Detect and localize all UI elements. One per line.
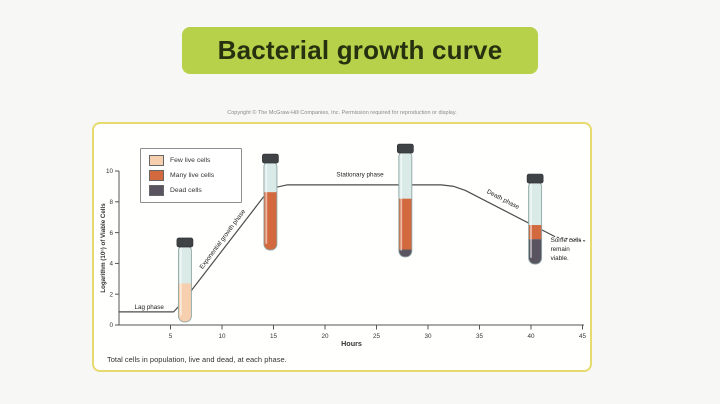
tube-highlight bbox=[400, 153, 403, 251]
copyright-text: Copyright © The McGraw-Hill Companies, I… bbox=[227, 110, 457, 116]
x-tick-label: 35 bbox=[476, 333, 484, 340]
end-note-line: viable. bbox=[551, 255, 569, 262]
growth-curve-dashed-tail bbox=[556, 236, 587, 242]
x-tick-label: 25 bbox=[373, 333, 381, 340]
phase-label: Stationary phase bbox=[336, 171, 384, 178]
slide-title: Bacterial growth curve bbox=[217, 35, 503, 65]
tube-cell-layer bbox=[398, 249, 412, 257]
y-tick-label: 0 bbox=[109, 322, 113, 329]
legend: Few live cells Many live cells Dead cell… bbox=[140, 148, 242, 203]
tube-cap bbox=[526, 173, 544, 184]
y-tick-label: 4 bbox=[109, 261, 113, 268]
x-tick-label: 20 bbox=[321, 333, 329, 340]
x-tick-label: 45 bbox=[579, 333, 587, 340]
tube-cap bbox=[396, 143, 414, 154]
slide-title-box: Bacterial growth curve bbox=[182, 27, 538, 74]
x-axis-label: Hours bbox=[341, 339, 362, 348]
legend-item-dead-cells: Dead cells bbox=[149, 185, 234, 196]
tube-highlight bbox=[265, 163, 268, 245]
legend-label: Dead cells bbox=[170, 187, 202, 194]
legend-label: Many live cells bbox=[170, 172, 215, 179]
y-tick-label: 8 bbox=[109, 199, 113, 206]
tube-highlight bbox=[530, 183, 532, 259]
tube-highlight bbox=[179, 246, 182, 316]
dead-cells-swatch bbox=[149, 185, 164, 196]
end-note-line: Some cells bbox=[551, 237, 582, 244]
many-live-cells-swatch bbox=[149, 170, 164, 181]
test-tube bbox=[396, 143, 414, 258]
test-tube bbox=[176, 237, 194, 323]
x-tick-label: 10 bbox=[218, 333, 226, 340]
y-tick-label: 10 bbox=[106, 168, 114, 175]
legend-item-few-live-cells: Few live cells bbox=[149, 155, 234, 166]
phase-label: Exponential growth phase bbox=[198, 208, 247, 271]
test-tube bbox=[262, 153, 279, 251]
test-tube bbox=[526, 173, 544, 265]
legend-item-many-live-cells: Many live cells bbox=[149, 170, 234, 181]
y-tick-label: 2 bbox=[109, 291, 113, 298]
x-tick-label: 40 bbox=[527, 333, 535, 340]
x-tick-label: 15 bbox=[270, 333, 278, 340]
y-tick-label: 6 bbox=[109, 230, 113, 237]
chart-panel: 0 2 4 6 8 10 5 10 15 20 25 30 35 40 45 Logarithm (10ⁿ) … bbox=[92, 122, 592, 372]
end-note-line: remain bbox=[551, 246, 571, 253]
x-tick-label: 30 bbox=[424, 333, 432, 340]
chart-caption: Total cells in population, live and dead… bbox=[107, 355, 287, 364]
x-tick-label: 5 bbox=[169, 333, 173, 340]
growth-curve-chart: 0 2 4 6 8 10 5 10 15 20 25 30 35 40 45 Logarithm (10ⁿ) … bbox=[100, 143, 587, 348]
phase-label: Death phase bbox=[485, 188, 520, 211]
growth-curve-line bbox=[118, 184, 556, 313]
tube-cap bbox=[262, 153, 279, 164]
phase-label: Lag phase bbox=[134, 304, 164, 311]
legend-label: Few live cells bbox=[170, 157, 211, 164]
tube-cap bbox=[176, 237, 194, 248]
y-axis-label: Logarithm (10ⁿ) of Viable Cells bbox=[100, 203, 107, 293]
few-live-cells-swatch bbox=[149, 155, 164, 166]
